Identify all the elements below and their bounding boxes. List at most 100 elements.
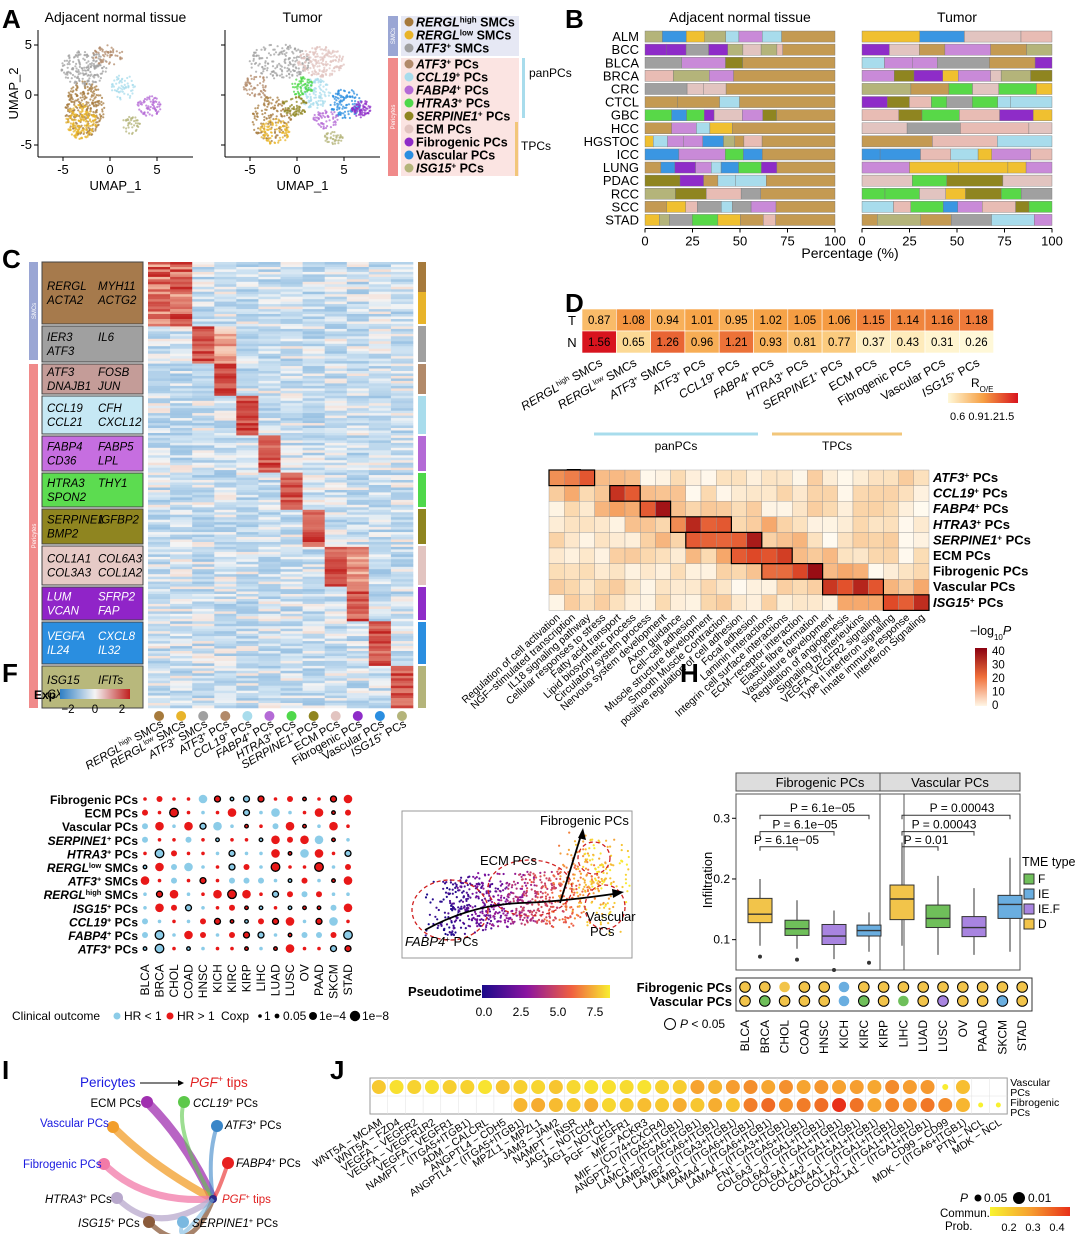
heatmap-cell <box>324 616 348 620</box>
umap-point <box>321 99 324 103</box>
umap-point <box>97 51 100 54</box>
umap-point <box>277 139 280 142</box>
heatmap-cell <box>302 445 325 449</box>
heatmap-cell <box>346 465 370 468</box>
umap-point <box>92 81 95 84</box>
heatmap-cell <box>368 527 392 530</box>
heatmap-cell <box>280 472 303 476</box>
umap-point <box>263 123 266 126</box>
heatmap-cell <box>280 385 303 389</box>
heatmap-cell <box>324 428 348 431</box>
heatmap-cell <box>280 656 303 659</box>
heatmap-cell <box>302 284 325 288</box>
heatmap-cell <box>368 656 392 659</box>
umap-point <box>335 134 338 137</box>
heatmap-cell <box>346 606 370 610</box>
heatmap-cell <box>214 480 237 483</box>
heatmap-cell <box>280 589 303 592</box>
heatmap-cell <box>346 299 370 302</box>
umap-point <box>126 93 130 96</box>
heatmap-cell <box>368 470 392 473</box>
heatmap-cell <box>192 363 215 367</box>
umap-point <box>244 81 247 84</box>
heatmap-cell <box>368 343 392 347</box>
heatmap-cell <box>368 574 392 577</box>
umap-point <box>284 58 287 61</box>
pathway-cell <box>807 563 823 580</box>
umap-point <box>332 108 335 111</box>
gene-name: IL24 <box>47 645 69 657</box>
heatmap-cell <box>258 638 281 642</box>
heatmap-cell <box>192 385 215 389</box>
gene-name: IGFBP2 <box>98 515 140 527</box>
umap-point <box>351 96 354 99</box>
heatmap-cell <box>236 316 259 320</box>
umap-point <box>301 80 304 83</box>
heatmap-cell <box>280 653 303 657</box>
heatmap-cell <box>170 289 193 293</box>
umap-point <box>321 74 325 77</box>
heatmap-cell <box>324 264 348 268</box>
heatmap-cell <box>346 420 370 424</box>
pathway-cell <box>792 469 808 486</box>
umap-point <box>287 126 290 129</box>
umap-point <box>72 86 75 89</box>
heatmap-cell <box>170 271 193 275</box>
heatmap-cell <box>214 680 237 684</box>
heatmap-cell <box>214 296 237 300</box>
umap-point <box>85 103 88 106</box>
heatmap-cell <box>236 262 259 265</box>
heatmap-cell <box>280 331 303 335</box>
umap-point <box>288 76 291 79</box>
heatmap-cell <box>346 336 370 340</box>
umap-point <box>97 53 101 56</box>
umap-point <box>92 122 95 125</box>
heatmap-cell <box>302 569 325 572</box>
heatmap-cell <box>236 301 259 305</box>
umap-point <box>100 103 103 106</box>
heatmap-cell <box>258 418 281 421</box>
umap-point <box>325 88 328 91</box>
heatmap-cell <box>280 527 303 530</box>
heatmap-cell <box>346 398 370 402</box>
heatmap-cell <box>280 494 303 498</box>
umap-point <box>257 64 260 67</box>
umap-point <box>328 74 331 77</box>
heatmap-cell <box>258 351 281 354</box>
umap-point <box>83 51 87 54</box>
legend-label: Fibrogenic PCs <box>416 136 508 150</box>
heatmap-cell <box>390 460 414 463</box>
heatmap-cell <box>368 316 392 320</box>
heatmap-cell <box>346 507 370 511</box>
pathway-cell <box>883 594 899 611</box>
heatmap-cell <box>302 373 325 377</box>
umap-point <box>280 109 283 112</box>
heatmap-cell <box>302 348 325 352</box>
umap-point <box>305 84 308 87</box>
pathway-cell <box>579 469 595 486</box>
pathway-cell <box>594 516 610 533</box>
umap-point <box>146 111 149 114</box>
heatmap-cell <box>148 403 171 406</box>
umap-point <box>262 70 265 73</box>
umap-point <box>89 83 92 87</box>
bar-segment <box>861 201 894 213</box>
umap-point <box>289 118 292 121</box>
heatmap-cell <box>302 653 325 657</box>
umap-point <box>303 69 306 72</box>
umap-point <box>274 136 277 139</box>
umap-point <box>270 70 273 73</box>
umap-point <box>81 116 85 119</box>
heatmap-cell <box>236 579 259 582</box>
heatmap-cell <box>148 606 171 610</box>
heatmap-cell <box>280 611 303 615</box>
exp-legend-tick: −2 <box>61 704 74 716</box>
heatmap-cell <box>214 428 237 431</box>
umap-point <box>84 87 87 90</box>
heatmap-cell <box>324 591 348 595</box>
panpcs-label: panPCs <box>529 66 572 80</box>
column-label-sup: + <box>288 730 296 739</box>
heatmap-cell <box>170 420 193 424</box>
heatmap-cell <box>302 413 325 416</box>
heatmap-cell <box>148 487 171 491</box>
